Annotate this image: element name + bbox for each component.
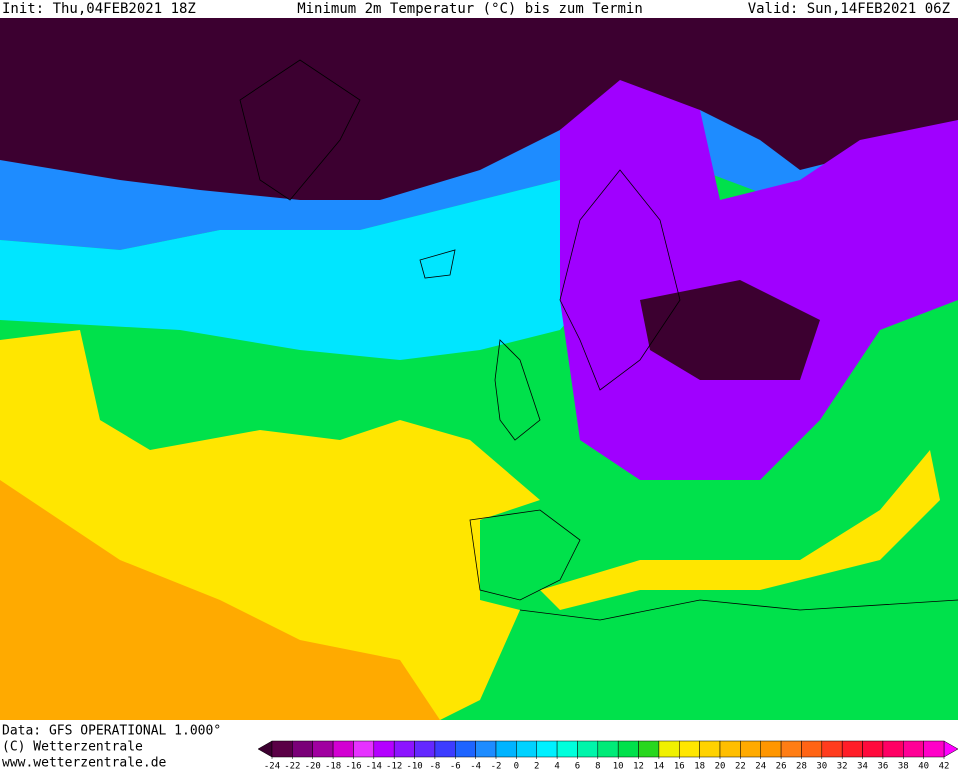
color-box [292, 740, 313, 758]
level-label: 34 [857, 762, 868, 772]
arctic-zone [0, 18, 958, 200]
color-box [882, 740, 904, 758]
color-box [719, 740, 741, 758]
level-label: 18 [694, 762, 705, 772]
level-label: 14 [653, 762, 664, 772]
color-box [679, 740, 700, 758]
color-box [312, 740, 334, 758]
colorbar: -24 -22 -20 -18 -16 -14 -12 -10 -8 -6 -4 -2 0 2 4 6 8 10 1… [257, 740, 959, 772]
color-box [862, 740, 884, 758]
color-box [393, 740, 415, 758]
level-label: 4 [554, 762, 559, 772]
coastline [239, 59, 959, 621]
level-label: -18 [325, 762, 341, 772]
init-time: Init: Thu,04FEB2021 18Z [2, 1, 196, 17]
color-box [271, 740, 293, 758]
color-box [699, 740, 721, 758]
level-label: 0 [514, 762, 519, 772]
color-box [597, 740, 619, 758]
level-label: 32 [837, 762, 848, 772]
color-box [638, 740, 660, 758]
color-box [740, 740, 761, 758]
level-label: -6 [450, 762, 461, 772]
data-source: Data: GFS OPERATIONAL 1.000° [2, 724, 221, 739]
level-label: 38 [898, 762, 909, 772]
color-box [577, 740, 599, 758]
level-label: -24 [264, 762, 280, 772]
frost-zone [560, 80, 958, 480]
level-label: 8 [595, 762, 600, 772]
level-label: 2 [534, 762, 539, 772]
color-box [353, 740, 375, 758]
color-box [536, 740, 558, 758]
cool-zone [0, 180, 620, 360]
copyright: (C) Wetterzentrale [2, 740, 143, 755]
color-box [760, 740, 782, 758]
level-label: 24 [755, 762, 766, 772]
header-bar [0, 0, 964, 18]
color-box [434, 740, 456, 758]
level-label: 28 [796, 762, 807, 772]
valid-time: Valid: Sun,14FEB2021 06Z [748, 1, 950, 17]
color-box [455, 740, 476, 758]
level-label: -10 [406, 762, 422, 772]
level-label: 26 [776, 762, 787, 772]
map-title: Minimum 2m Temperatur (°C) bis zum Termi… [297, 1, 643, 17]
level-label: 6 [575, 762, 580, 772]
color-box [821, 740, 843, 758]
level-label: 42 [939, 762, 950, 772]
level-label: -22 [284, 762, 300, 772]
level-label: 10 [613, 762, 624, 772]
level-label: -14 [366, 762, 382, 772]
color-box [373, 740, 395, 758]
color-box [475, 740, 497, 758]
level-label: -12 [386, 762, 402, 772]
hot-zone [0, 480, 440, 720]
color-box [780, 740, 802, 758]
website: www.wetterzentrale.de [2, 756, 167, 771]
level-label: -20 [305, 762, 321, 772]
color-box [801, 740, 823, 758]
color-box [495, 740, 517, 758]
level-label: 16 [674, 762, 685, 772]
color-box [923, 740, 945, 758]
color-box [658, 740, 680, 758]
level-label: 20 [715, 762, 726, 772]
deep-frost-zone [640, 280, 820, 380]
color-box [841, 740, 863, 758]
level-label: -8 [429, 762, 440, 772]
map [0, 18, 959, 720]
color-box [516, 740, 537, 758]
color-box [556, 740, 578, 758]
level-label: 12 [633, 762, 644, 772]
color-box [414, 740, 436, 758]
level-label: -2 [491, 762, 502, 772]
color-box [617, 740, 639, 758]
level-label: -4 [470, 762, 481, 772]
color-box [903, 740, 924, 758]
med-warm-zone [540, 450, 940, 610]
level-label: -16 [345, 762, 361, 772]
level-label: 30 [816, 762, 827, 772]
level-label: 22 [735, 762, 746, 772]
level-label: 40 [918, 762, 929, 772]
color-box [332, 740, 354, 758]
level-label: 36 [877, 762, 888, 772]
